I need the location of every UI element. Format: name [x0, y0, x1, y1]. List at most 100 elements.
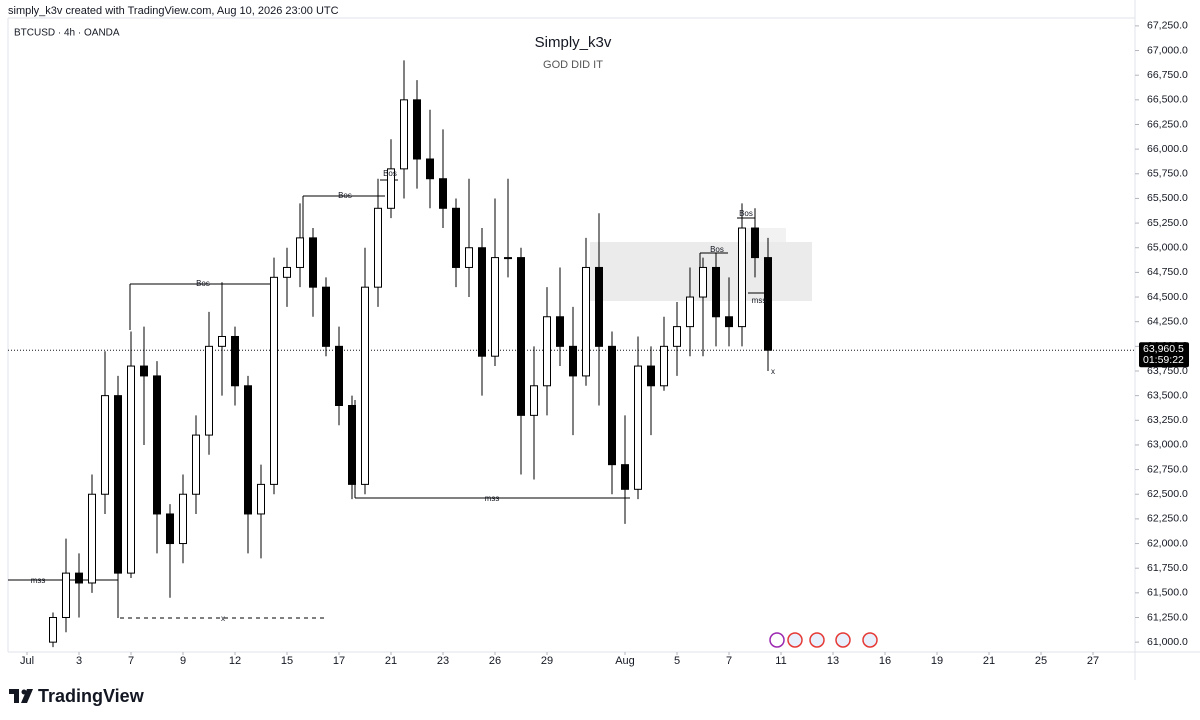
candle-body — [725, 316, 733, 328]
y-tick-label: 62,000.0 — [1147, 537, 1188, 549]
y-tick-label: 64,250.0 — [1147, 315, 1188, 327]
x-tick-label: 9 — [180, 655, 186, 667]
candle-body — [296, 237, 304, 268]
countdown-label: 01:59:22 — [1143, 354, 1184, 366]
chart-title: Simply_k3v — [535, 34, 612, 51]
annotation-label: mss — [31, 576, 46, 585]
candle-body — [140, 365, 148, 377]
y-tick-label: 66,500.0 — [1147, 94, 1188, 106]
candle-body — [322, 286, 330, 347]
candle-body — [335, 345, 343, 406]
y-tick-label: 62,500.0 — [1147, 488, 1188, 500]
attribution: simply_k3v created with TradingView.com,… — [8, 5, 339, 17]
y-tick-label: 66,750.0 — [1147, 69, 1188, 81]
candle-body — [49, 616, 57, 643]
candle-body — [491, 257, 499, 357]
candle-body — [751, 227, 759, 259]
y-tick-label: 65,750.0 — [1147, 168, 1188, 180]
candle-body — [166, 513, 174, 545]
x-tick-label: 16 — [879, 655, 891, 667]
y-tick-label: 65,500.0 — [1147, 192, 1188, 204]
annotation-label: Bos — [739, 209, 753, 218]
candle-body — [348, 404, 356, 485]
x-tick-label: 27 — [1087, 655, 1099, 667]
candle-body — [530, 385, 538, 416]
x-tick-label: 21 — [385, 655, 397, 667]
candle-body — [270, 276, 278, 485]
candle-body — [634, 365, 642, 490]
candle-body — [192, 434, 200, 495]
y-tick-label: 64,750.0 — [1147, 266, 1188, 278]
annotation-label: mss — [485, 494, 500, 503]
x-tick-label: Jul — [20, 655, 34, 667]
x-tick-label: 25 — [1035, 655, 1047, 667]
candle-body — [686, 296, 694, 328]
candle-body — [543, 316, 551, 387]
chart-subtitle: GOD DID IT — [543, 59, 603, 71]
candle-body — [478, 247, 486, 357]
candle-body — [231, 335, 239, 387]
y-tick-label: 61,750.0 — [1147, 562, 1188, 574]
x-tick-label: 15 — [281, 655, 293, 667]
candle-body — [387, 168, 395, 209]
candle-body — [361, 286, 369, 485]
y-tick-label: 63,000.0 — [1147, 439, 1188, 451]
annotation-label: Bos — [196, 279, 210, 288]
candle-body — [465, 247, 473, 268]
y-tick-label: 67,250.0 — [1147, 20, 1188, 32]
candle-body — [179, 493, 187, 545]
candle-body — [400, 99, 408, 170]
candle-body — [257, 483, 265, 515]
candle-body — [101, 395, 109, 495]
candle-body — [608, 345, 616, 466]
candle-body — [582, 266, 590, 377]
annotation-label: mss — [752, 296, 767, 305]
candle-body — [647, 365, 655, 387]
x-tick-label: 17 — [333, 655, 345, 667]
x-tick-label: 3 — [76, 655, 82, 667]
y-tick-label: 61,250.0 — [1147, 611, 1188, 623]
y-tick-label: 66,250.0 — [1147, 118, 1188, 130]
candle-body — [673, 326, 681, 347]
y-tick-label: 65,250.0 — [1147, 217, 1188, 229]
x-tick-label: 23 — [437, 655, 449, 667]
y-tick-label: 63,250.0 — [1147, 414, 1188, 426]
x-tick-label: 26 — [489, 655, 501, 667]
candle-body — [517, 257, 525, 416]
annotation-label: Bos — [338, 191, 352, 200]
candle-body — [699, 266, 707, 298]
candle-body — [738, 227, 746, 328]
y-tick-label: 65,000.0 — [1147, 242, 1188, 254]
candle-body — [88, 493, 96, 584]
x-tick-label: 12 — [229, 655, 241, 667]
candle-body — [426, 158, 434, 180]
x-tick-label: 29 — [541, 655, 553, 667]
candle-body — [569, 345, 577, 377]
candle-body — [244, 385, 252, 515]
logo: TradingView — [9, 686, 145, 706]
annotation-label: x — [221, 614, 225, 623]
y-tick-label: 62,250.0 — [1147, 513, 1188, 525]
logo-dot — [21, 689, 27, 695]
y-tick-label: 67,000.0 — [1147, 44, 1188, 56]
candle-body — [127, 365, 135, 574]
x-tick-label: 11 — [775, 655, 786, 667]
x-tick-label: 19 — [931, 655, 943, 667]
candle-body — [621, 464, 629, 490]
candle-body — [660, 345, 668, 387]
symbol: BTCUSD · 4h · OANDA — [14, 28, 120, 39]
y-tick-label: 63,750.0 — [1147, 365, 1188, 377]
y-tick-label: 61,000.0 — [1147, 636, 1188, 648]
event-icon — [835, 632, 851, 648]
candle-body — [439, 178, 447, 209]
candle-body — [764, 257, 772, 351]
candle-body — [75, 572, 83, 584]
x-tick-label: 21 — [983, 655, 995, 667]
candle-body — [413, 99, 421, 160]
y-tick-label: 64,500.0 — [1147, 291, 1188, 303]
candle-body — [452, 207, 460, 268]
candle-body — [62, 572, 70, 618]
supply-zone-top — [738, 228, 786, 242]
candle-body — [504, 257, 512, 260]
